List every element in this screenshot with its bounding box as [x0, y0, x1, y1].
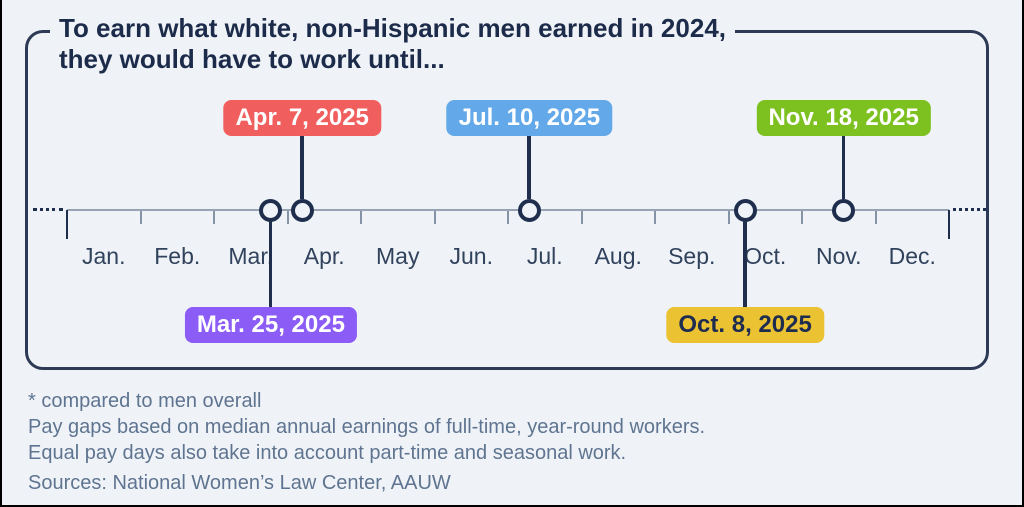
event-date-label-oct-8-2025: Oct. 8, 2025	[666, 307, 824, 343]
axis-month-tick	[654, 211, 656, 224]
axis-month-label-jul: Jul.	[526, 243, 563, 269]
event-marker-circle-mar-25-2025	[259, 198, 283, 222]
axis-month-label-dec: Dec.	[888, 243, 936, 269]
axis-month-tick	[580, 211, 583, 224]
event-marker-circle-oct-8-2025	[733, 198, 757, 222]
axis-month-label-jun: Jun.	[449, 243, 493, 269]
axis-month-tick	[433, 211, 436, 224]
event-date-label-apr-7-2025: Apr. 7, 2025	[223, 100, 381, 136]
chart-title-line1: To earn what white, non-Hispanic men ear…	[50, 13, 735, 44]
footnote-paygaps: Pay gaps based on median annual earnings…	[28, 416, 706, 438]
event-connector-mar-25-2025	[268, 221, 273, 307]
event-connector-nov-18-2025	[841, 136, 846, 199]
axis-line	[67, 209, 949, 211]
axis-month-label-oct: Oct.	[744, 243, 787, 269]
event-connector-jul-10-2025	[527, 136, 531, 199]
axis-month-tick	[874, 211, 877, 224]
axis-dotted-left	[33, 208, 63, 211]
screen-edge-right	[1022, 0, 1024, 507]
event-marker-circle-apr-7-2025	[290, 198, 314, 222]
event-date-label-mar-25-2025: Mar. 25, 2025	[184, 307, 357, 343]
axis-month-tick	[213, 211, 215, 224]
axis-month-label-apr: Apr.	[303, 243, 345, 269]
sources-line: Sources: National Women’s Law Center, AA…	[28, 472, 451, 494]
axis-month-tick	[139, 211, 142, 224]
screen-edge-left	[0, 0, 2, 507]
event-connector-oct-8-2025	[743, 221, 747, 307]
axis-month-tick	[507, 211, 509, 224]
axis-month-label-nov: Nov.	[815, 243, 862, 269]
footnote-equalpay: Equal pay days also take into account pa…	[28, 442, 627, 464]
axis-end-tick	[66, 210, 68, 239]
axis-month-tick	[801, 211, 803, 224]
screen-edge-bottom	[0, 505, 1024, 507]
axis-end-tick	[948, 210, 950, 239]
axis-month-label-may: May	[376, 243, 420, 269]
chart-title-line2: they would have to work until...	[50, 44, 454, 75]
event-connector-apr-7-2025	[300, 136, 304, 199]
axis-month-label-aug: Aug.	[594, 243, 642, 269]
axis-month-tick	[727, 211, 730, 224]
axis-month-label-jan: Jan.	[82, 243, 126, 269]
event-marker-circle-nov-18-2025	[832, 198, 856, 222]
event-marker-circle-jul-10-2025	[517, 198, 541, 222]
chart-title: To earn what white, non-Hispanic men ear…	[50, 13, 735, 75]
axis-month-tick	[360, 211, 362, 224]
event-date-label-nov-18-2025: Nov. 18, 2025	[756, 100, 931, 136]
axis-dotted-right	[953, 208, 986, 211]
event-date-label-jul-10-2025: Jul. 10, 2025	[446, 100, 613, 136]
axis-month-label-mar: Mar.	[228, 243, 274, 269]
footnote-compared: * compared to men overall	[28, 390, 262, 412]
axis-month-label-sep: Sep.	[668, 243, 716, 269]
axis-month-tick	[286, 211, 289, 224]
axis-month-label-feb: Feb.	[154, 243, 201, 269]
